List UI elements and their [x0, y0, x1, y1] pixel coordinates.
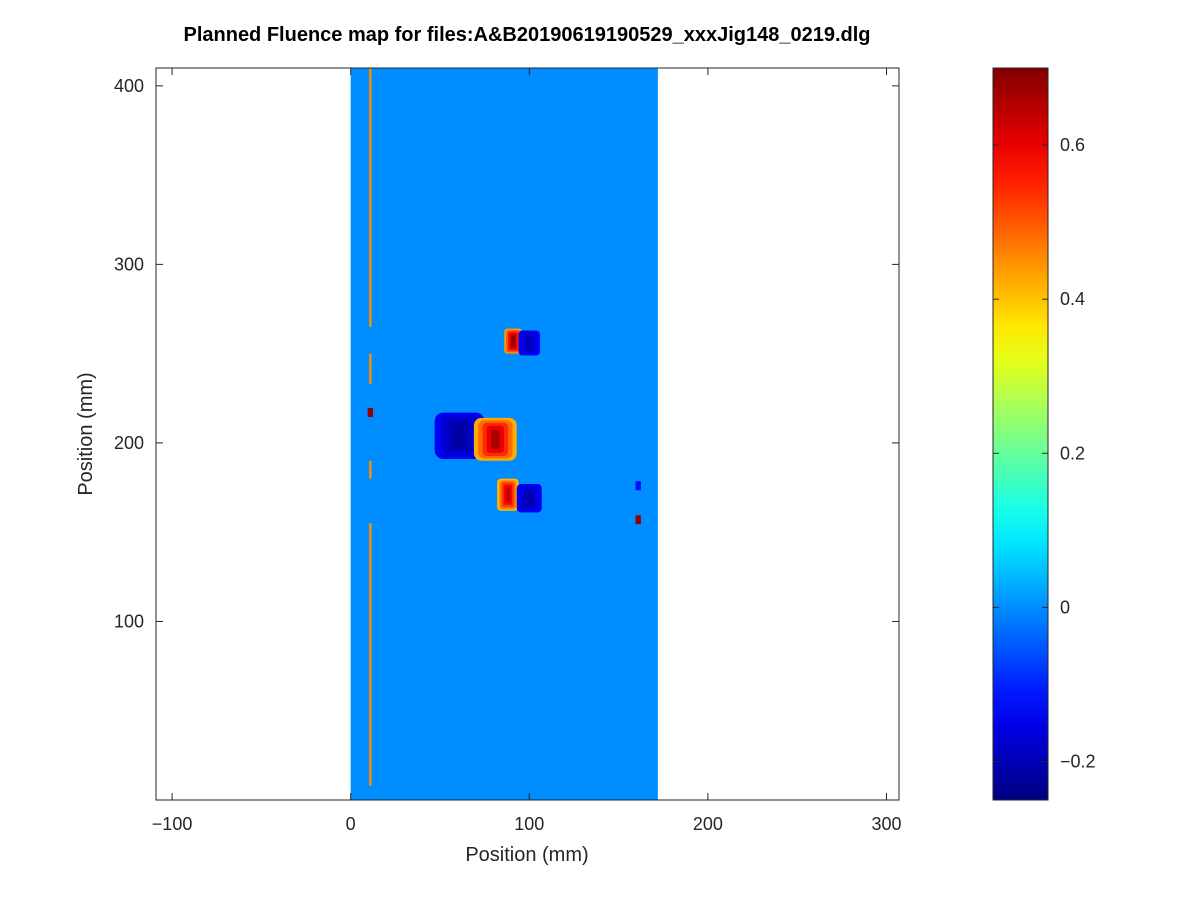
colorbar-tick-label: 0.2: [1060, 443, 1085, 463]
colorbar-ticks: −0.2 0 0.2 0.4 0.6: [993, 135, 1096, 771]
heatmap-blob: [518, 330, 541, 356]
chart-title: Planned Fluence map for files:A&B2019061…: [183, 24, 870, 46]
y-tick-label: 100: [114, 611, 144, 631]
heatmap-blob-cell: [527, 337, 532, 349]
heatmap-blob: [434, 412, 485, 459]
heatmap-blob-cell: [505, 487, 510, 502]
heatmap-layer: [350, 68, 658, 800]
y-tick-label: 400: [114, 76, 144, 96]
heatmap-strip: [369, 523, 372, 786]
x-axis: −100 0 100 200 300: [152, 68, 902, 834]
y-axis-label: Position (mm): [75, 372, 97, 495]
heatmap-pixel: [635, 515, 641, 525]
colorbar-tick-label: 0: [1060, 597, 1070, 617]
heatmap-blob: [473, 417, 517, 461]
y-tick-label: 200: [114, 433, 144, 453]
heatmap-strip: [369, 353, 372, 385]
heatmap-blob-cell: [526, 491, 532, 505]
x-tick-label: 100: [514, 814, 544, 834]
plot-area: −100 0 100 200 300 100 200 300 400: [114, 67, 902, 834]
colorbar-tick-label: −0.2: [1060, 751, 1096, 771]
colorbar-tick-label: 0.6: [1060, 135, 1085, 155]
heatmap-strip: [369, 68, 372, 327]
heatmap-pixel: [635, 481, 641, 491]
colorbar-gradient: [993, 68, 1048, 800]
colorbar-frame: [992, 67, 1049, 801]
colorbar: −0.2 0 0.2 0.4 0.6: [992, 67, 1096, 801]
heatmap-blob: [497, 478, 519, 511]
x-tick-label: −100: [152, 814, 193, 834]
y-axis: 100 200 300 400: [114, 76, 899, 631]
plot-frame: [155, 67, 900, 801]
heatmap-blob-cell: [454, 425, 465, 447]
heatmap-blob: [516, 483, 542, 513]
heatmap-blob-cell: [511, 335, 515, 347]
x-tick-label: 200: [693, 814, 723, 834]
x-tick-label: 0: [346, 814, 356, 834]
heatmap-pixel: [367, 408, 374, 418]
x-tick-label: 300: [871, 814, 901, 834]
heatmap-blob-cell: [491, 429, 500, 449]
colorbar-tick-label: 0.4: [1060, 289, 1085, 309]
heatmap-strip: [369, 460, 372, 479]
y-tick-label: 300: [114, 254, 144, 274]
x-axis-label: Position (mm): [465, 844, 588, 866]
heatmap-blob: [504, 328, 523, 354]
